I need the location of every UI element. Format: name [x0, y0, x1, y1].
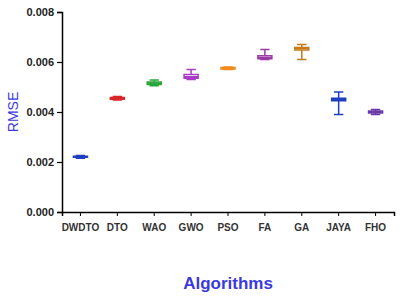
- x-tick: FHO: [365, 212, 386, 233]
- y-tick-label: 0.004: [26, 106, 54, 118]
- box: [110, 98, 124, 100]
- x-tick-mark: [228, 212, 229, 216]
- x-tick-label: DTO: [107, 222, 128, 233]
- y-tick-mark: [57, 212, 62, 213]
- x-tick: JAYA: [326, 212, 351, 233]
- x-tick-mark: [80, 212, 81, 216]
- x-tick-mark: [191, 212, 192, 216]
- median: [184, 76, 198, 78]
- box: [369, 111, 383, 113]
- lower-whisker: [338, 101, 340, 115]
- y-tick-mark: [57, 12, 62, 13]
- plot: 0.000 0.002 0.004 0.006 0.008 DWDTO DTO WAO GWO P…: [26, 6, 394, 233]
- y-tick: 0.008: [26, 6, 62, 18]
- box-plot: [369, 110, 383, 115]
- y-axis-line: [57, 13, 63, 213]
- median: [110, 97, 124, 99]
- y-tick: 0.000: [26, 206, 62, 218]
- x-tick: DWDTO: [62, 212, 100, 233]
- y-tick: 0.006: [26, 56, 62, 68]
- median: [147, 82, 161, 84]
- y-tick-label: 0.002: [26, 156, 54, 168]
- x-tick: GWO: [179, 212, 204, 233]
- median: [258, 57, 272, 59]
- x-tick-label: GWO: [179, 222, 204, 233]
- box-plot: [295, 45, 309, 60]
- max-cap: [186, 69, 195, 71]
- min-cap: [297, 59, 306, 61]
- y-axis-title: RMSE: [5, 92, 21, 132]
- min-cap: [371, 114, 380, 116]
- x-tick-label: FA: [258, 222, 271, 233]
- min-cap: [334, 114, 343, 116]
- chart: 0.000 0.002 0.004 0.006 0.008 DWDTO DTO WAO GWO P…: [0, 0, 400, 301]
- lower-whisker: [301, 50, 303, 60]
- y-tick-label: 0.000: [26, 206, 54, 218]
- y-axis: 0.000 0.002 0.004 0.006 0.008: [26, 6, 62, 218]
- y-tick-mark: [57, 62, 62, 63]
- median: [221, 67, 235, 69]
- median: [332, 99, 346, 101]
- x-tick-mark: [338, 212, 339, 216]
- box-plot: [221, 67, 235, 70]
- box-plot: [147, 80, 161, 86]
- box-plot: [258, 50, 272, 60]
- x-tick-label: FHO: [365, 222, 386, 233]
- x-tick-mark: [264, 212, 265, 216]
- x-tick-mark: [301, 212, 302, 216]
- y-tick-mark: [57, 112, 62, 113]
- box: [147, 82, 161, 85]
- y-tick-mark: [57, 162, 62, 163]
- max-cap: [260, 49, 269, 51]
- box: [295, 48, 309, 51]
- x-tick-mark: [154, 212, 155, 216]
- median: [73, 156, 87, 158]
- median: [295, 47, 309, 49]
- x-axis-title: Algorithms: [183, 274, 273, 293]
- x-tick-label: DWDTO: [62, 222, 100, 233]
- x-tick: DTO: [107, 212, 128, 233]
- median: [369, 111, 383, 113]
- upper-whisker: [264, 50, 266, 56]
- box: [221, 68, 235, 70]
- y-tick-label: 0.008: [26, 6, 54, 18]
- box-plot: [110, 97, 124, 101]
- box: [184, 75, 198, 79]
- max-cap: [297, 44, 306, 46]
- max-cap: [371, 109, 380, 111]
- max-cap: [150, 79, 159, 81]
- x-tick-label: PSO: [217, 222, 238, 233]
- x-tick: FA: [258, 212, 271, 233]
- y-tick-label: 0.006: [26, 56, 54, 68]
- box-plot: [184, 70, 198, 80]
- y-tick: 0.004: [26, 106, 62, 118]
- x-tick-mark: [375, 212, 376, 216]
- upper-whisker: [338, 92, 340, 98]
- x-tick: GA: [294, 212, 309, 233]
- x-axis-line: [63, 213, 395, 217]
- box: [332, 98, 346, 101]
- x-tick-label: JAYA: [326, 222, 351, 233]
- box: [258, 56, 272, 59]
- box-plot: [73, 156, 87, 159]
- x-tick-label: GA: [294, 222, 309, 233]
- box: [73, 156, 87, 157]
- x-tick: WAO: [142, 212, 166, 233]
- box-plot: [332, 92, 346, 115]
- x-axis: DWDTO DTO WAO GWO PSO FA GA JAYA FHO: [62, 212, 395, 233]
- x-tick: PSO: [217, 212, 238, 233]
- y-tick: 0.002: [26, 156, 62, 168]
- max-cap: [334, 91, 343, 93]
- x-tick-mark: [117, 212, 118, 216]
- boxes: [73, 45, 382, 159]
- x-tick-label: WAO: [142, 222, 166, 233]
